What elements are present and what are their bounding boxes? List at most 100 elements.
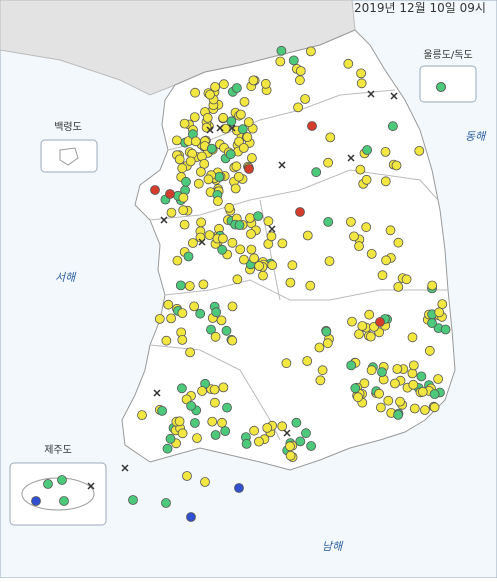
- station-marker: [207, 416, 218, 427]
- station-marker: [380, 176, 391, 187]
- station-marker: [241, 438, 252, 449]
- inset-label: 울릉도/독도: [423, 49, 472, 61]
- station-marker: [216, 315, 227, 326]
- station-marker: [246, 244, 257, 255]
- offline-marker: [228, 124, 236, 132]
- station-marker: [177, 163, 188, 174]
- station-marker: [362, 145, 373, 155]
- station-marker: [285, 441, 295, 452]
- station-marker: [366, 248, 377, 259]
- station-marker: [345, 216, 356, 227]
- station-marker: [239, 97, 250, 107]
- station-marker: [185, 156, 196, 167]
- offline-marker: [390, 92, 398, 100]
- station-marker: [198, 279, 209, 290]
- station-marker: [277, 421, 288, 432]
- station-marker: [349, 231, 359, 242]
- offline-marker: [198, 238, 206, 246]
- station-marker: [246, 153, 257, 163]
- station-marker: [231, 161, 242, 172]
- offline-marker: [347, 154, 355, 162]
- station-marker: [174, 416, 185, 427]
- station-marker: [294, 75, 305, 86]
- station-marker: [324, 256, 335, 267]
- station-marker: [315, 375, 326, 386]
- station-marker: [346, 360, 357, 371]
- inset-label: 제주도: [44, 444, 72, 456]
- station-marker: [235, 244, 246, 255]
- offline-marker: [153, 389, 161, 397]
- offline-marker: [283, 429, 291, 437]
- station-marker: [295, 436, 306, 447]
- station-marker: [189, 418, 200, 428]
- island: [59, 147, 79, 166]
- inset-label: 백령도: [54, 121, 82, 133]
- station-marker: [242, 132, 253, 143]
- station-marker: [190, 136, 201, 147]
- station-marker: [365, 331, 376, 342]
- station-marker: [321, 326, 332, 337]
- station-marker: [218, 382, 229, 393]
- station-marker: [263, 216, 274, 227]
- station-marker: [249, 425, 260, 436]
- station-marker: [314, 342, 325, 353]
- station-marker: [183, 251, 194, 262]
- station-marker: [374, 388, 385, 399]
- station-marker: [401, 274, 412, 285]
- station-marker: [211, 307, 222, 318]
- station-marker: [356, 78, 367, 89]
- station-marker: [414, 145, 425, 156]
- station-marker: [238, 254, 249, 265]
- station-marker: [285, 450, 296, 461]
- station-marker: [305, 46, 316, 57]
- station-marker: [356, 68, 367, 79]
- station-marker: [249, 253, 260, 264]
- station-marker: [275, 56, 286, 67]
- station-marker: [395, 396, 405, 407]
- station-marker: [419, 405, 430, 415]
- station-marker: [186, 512, 196, 522]
- station-marker: [190, 87, 201, 98]
- station-marker: [224, 202, 235, 213]
- station-marker: [189, 112, 200, 122]
- station-marker: [189, 301, 200, 312]
- station-marker: [161, 498, 171, 508]
- station-marker: [206, 143, 217, 154]
- station-marker: [31, 496, 41, 506]
- station-marker: [366, 365, 377, 376]
- station-marker: [350, 383, 361, 394]
- station-marker: [416, 371, 427, 382]
- station-marker: [186, 400, 197, 411]
- station-marker: [179, 219, 190, 230]
- station-marker: [165, 433, 176, 444]
- offline-marker: [87, 482, 95, 490]
- station-marker: [437, 299, 448, 310]
- station-marker: [226, 116, 237, 127]
- station-marker: [192, 433, 202, 444]
- station-marker: [381, 255, 392, 266]
- station-marker: [176, 383, 187, 394]
- station-marker: [193, 178, 204, 189]
- station-marker: [234, 483, 244, 493]
- station-marker: [361, 222, 372, 233]
- station-marker: [357, 321, 368, 331]
- station-marker: [287, 260, 298, 271]
- station-marker: [375, 317, 385, 327]
- station-marker: [245, 213, 255, 223]
- station-marker: [393, 237, 404, 248]
- station-marker: [177, 308, 188, 319]
- station-marker: [408, 379, 419, 390]
- station-marker: [200, 477, 210, 487]
- station-marker: [177, 334, 188, 345]
- station-marker: [389, 378, 400, 389]
- station-marker: [407, 332, 418, 343]
- station-marker: [222, 402, 232, 413]
- station-marker: [266, 231, 277, 242]
- station-marker: [157, 405, 168, 416]
- station-marker: [347, 316, 357, 327]
- sea-label: 남해: [322, 540, 344, 553]
- station-marker: [179, 118, 190, 129]
- station-marker: [393, 409, 404, 420]
- station-marker: [429, 389, 440, 400]
- timestamp: 2019년 12월 10일 09시: [354, 1, 486, 15]
